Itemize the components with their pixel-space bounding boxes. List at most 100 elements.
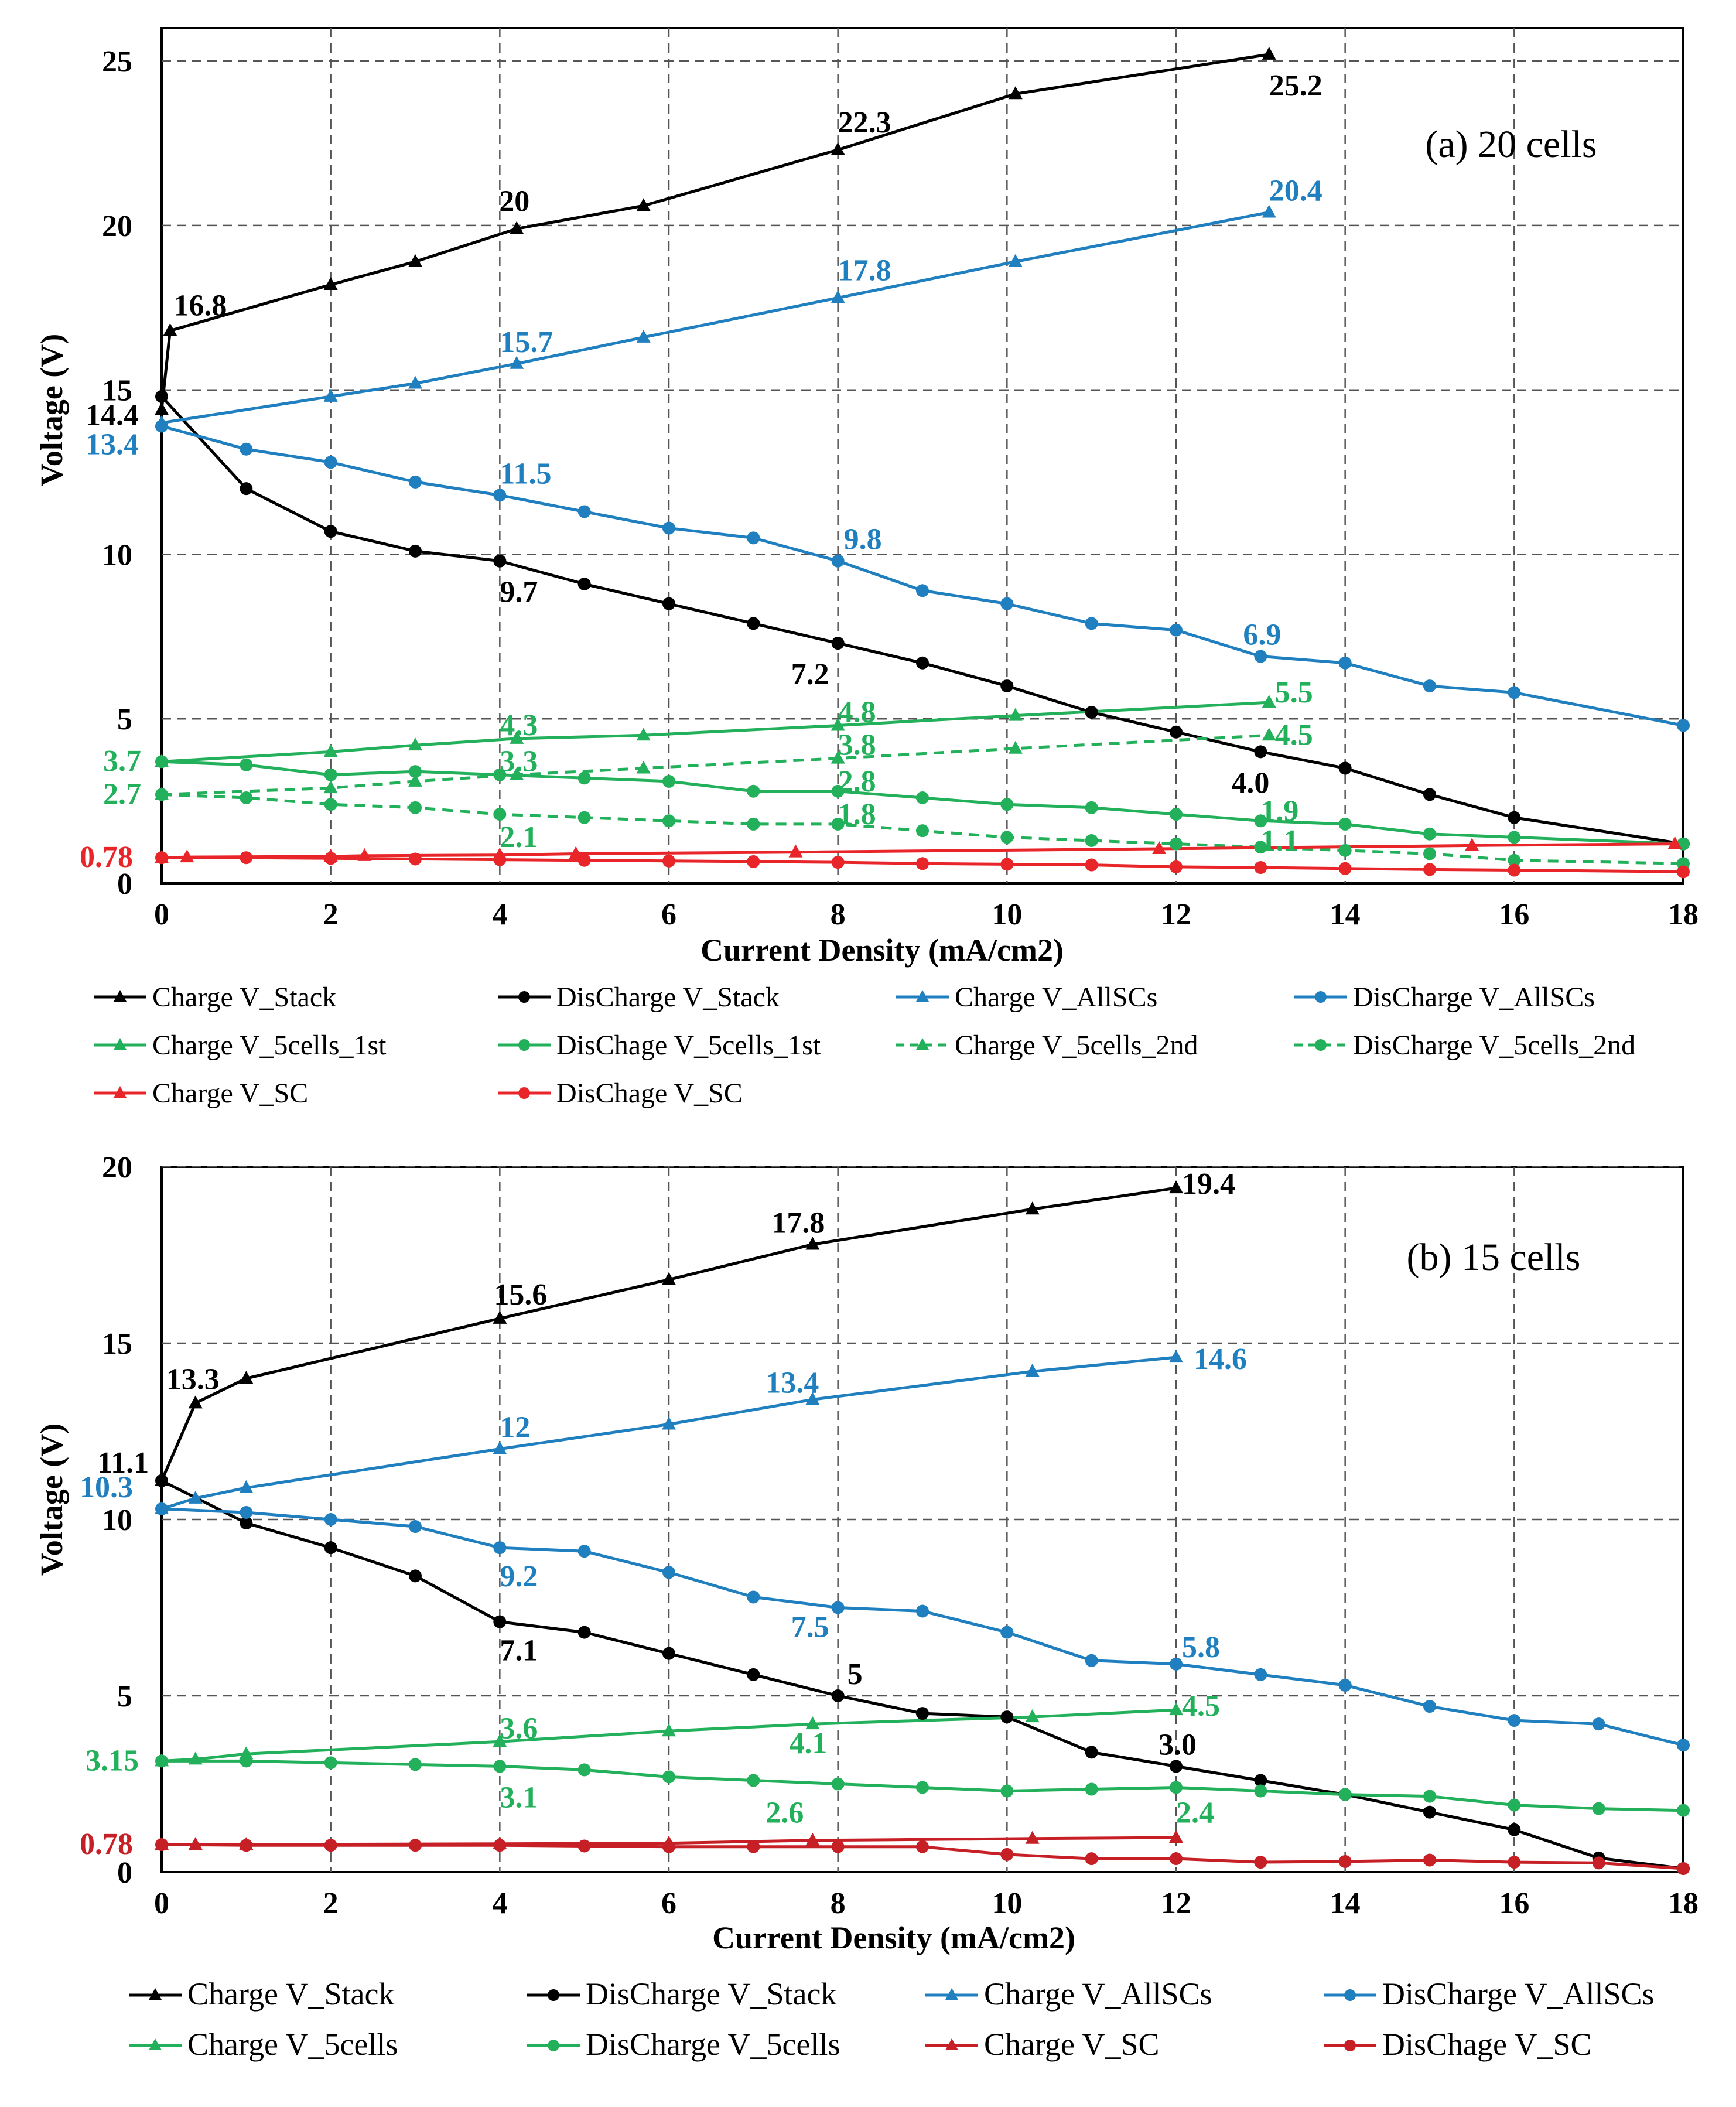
data-point	[1025, 1364, 1040, 1377]
data-label: 4.5	[1275, 718, 1313, 752]
y-tick-label: 10	[102, 538, 132, 572]
data-point	[747, 855, 760, 868]
data-point	[831, 142, 845, 155]
data-point	[662, 774, 675, 788]
data-point	[747, 817, 760, 831]
panel-b-yticks: 0 5 10 15 20	[102, 1151, 132, 1890]
data-point	[1338, 656, 1352, 670]
data-point	[240, 758, 253, 771]
data-point	[493, 1734, 507, 1747]
y-tick-label: 5	[117, 703, 132, 736]
data-point	[1423, 863, 1436, 876]
data-point	[240, 1517, 253, 1530]
data-point	[1008, 254, 1023, 267]
data-point	[1677, 1739, 1690, 1752]
data-point	[409, 801, 422, 814]
x-tick-label: 2	[323, 898, 339, 931]
data-point	[1000, 858, 1014, 871]
data-point	[1169, 1702, 1183, 1716]
data-point	[409, 1758, 422, 1771]
data-label: 15.6	[494, 1278, 547, 1312]
legend-item: Charge V_Stack	[94, 982, 336, 1013]
data-label: 2.1	[500, 821, 538, 854]
data-point	[747, 1774, 760, 1787]
series-line	[162, 1186, 1177, 1481]
legend-label: Charge V_AllSCs	[955, 982, 1157, 1013]
panel-a-title: (a) 20 cells	[1425, 123, 1597, 166]
data-point	[1423, 679, 1436, 693]
data-point	[1170, 860, 1183, 873]
data-point	[831, 637, 845, 650]
data-point	[1508, 1798, 1521, 1812]
data-point	[747, 1840, 760, 1853]
data-point	[1508, 686, 1521, 699]
data-point	[1085, 1746, 1098, 1759]
data-label: 1.1	[1260, 824, 1298, 858]
data-point	[323, 744, 338, 757]
y-tick-label: 0	[117, 868, 132, 901]
data-point	[577, 811, 591, 824]
series-line	[162, 856, 1683, 873]
data-point	[788, 844, 803, 858]
data-point	[831, 1777, 845, 1791]
data-point	[916, 824, 929, 838]
panel-b-annotations: 13.3 15.6 17.8 19.4 11.110.3 12 13.4 14.6 9.2 7.5…	[80, 1167, 1247, 1861]
data-label: 6.9	[1243, 619, 1281, 652]
data-point	[636, 728, 651, 741]
data-point	[409, 1569, 422, 1583]
panel-a-markers	[155, 46, 1690, 879]
data-point	[1025, 1201, 1040, 1215]
data-label: 7.2	[791, 658, 829, 691]
data-point	[1254, 1784, 1267, 1798]
data-label: 2.7	[103, 777, 141, 811]
data-point	[1254, 1774, 1267, 1787]
data-point	[1423, 1805, 1436, 1819]
x-tick-label: 14	[1330, 898, 1361, 931]
data-point	[324, 1839, 337, 1852]
data-point	[408, 375, 422, 389]
data-point	[1508, 853, 1521, 867]
data-point	[831, 817, 845, 831]
x-tick-label: 4	[492, 1887, 507, 1920]
legend-item: DisCharge V_AllSCs	[1294, 982, 1595, 1013]
data-label: 11.1	[97, 1446, 149, 1480]
x-tick-label: 6	[661, 898, 676, 931]
data-point	[1423, 1790, 1436, 1803]
data-point	[1025, 1831, 1040, 1844]
data-point	[239, 1371, 254, 1384]
data-label: 10.3	[80, 1471, 133, 1504]
data-point	[493, 1310, 507, 1324]
legend-item: DisCharge V_AllSCs	[1324, 1976, 1655, 2012]
data-point	[1592, 1802, 1605, 1815]
data-point	[408, 737, 422, 751]
data-point	[324, 852, 337, 865]
panel-b-markers	[155, 1180, 1690, 1875]
data-point	[409, 1520, 422, 1534]
data-point	[1000, 798, 1014, 811]
data-point	[493, 1615, 507, 1628]
data-point	[1000, 1626, 1014, 1639]
data-point	[239, 1480, 254, 1493]
data-point	[155, 1838, 168, 1852]
data-point	[831, 856, 845, 869]
legend-item: Charge V_AllSCs	[896, 982, 1157, 1013]
legend-marker	[945, 1988, 958, 2000]
data-point	[1025, 1709, 1040, 1723]
legend-marker	[945, 2038, 958, 2050]
x-tick-label: 10	[992, 1887, 1022, 1920]
data-point	[747, 784, 760, 798]
data-point	[805, 1716, 820, 1730]
y-tick-label: 10	[102, 1504, 132, 1537]
data-point	[493, 1760, 507, 1773]
panel-a-lines	[162, 53, 1683, 873]
data-point	[1170, 1781, 1183, 1794]
legend-item: DisCharge V_Stack	[498, 982, 780, 1013]
data-label: 11.5	[500, 457, 551, 490]
data-label: 17.8	[838, 254, 891, 287]
data-point	[747, 1590, 760, 1604]
series-line	[162, 395, 1683, 846]
legend-marker	[548, 2040, 559, 2051]
data-point	[916, 1781, 929, 1794]
data-point	[323, 277, 338, 290]
data-point	[662, 1566, 675, 1579]
